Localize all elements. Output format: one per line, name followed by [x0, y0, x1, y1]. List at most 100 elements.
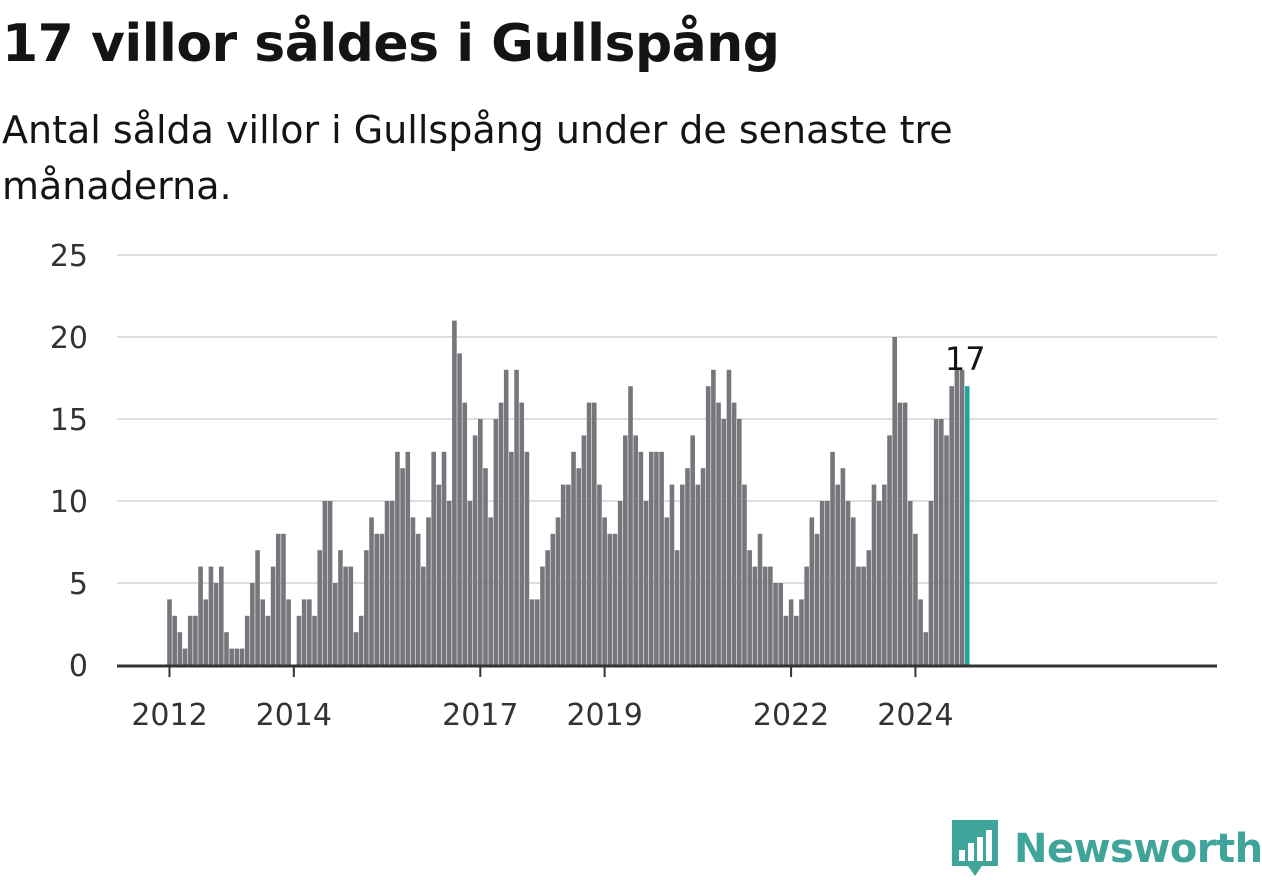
x-tick-label: 2017: [442, 698, 518, 733]
bar: [369, 517, 374, 665]
x-tick-label: 2024: [877, 698, 953, 733]
bar: [426, 517, 431, 665]
bar: [384, 501, 390, 665]
bar: [364, 550, 369, 665]
chart-subtitle: Antal sålda villor i Gullspång under de …: [2, 108, 953, 208]
bar: [949, 386, 954, 665]
bar: [467, 501, 473, 665]
bar: [690, 435, 695, 665]
bar: [389, 501, 395, 665]
bar: [913, 533, 918, 665]
bar: [623, 435, 628, 665]
bar: [597, 484, 602, 665]
bar: [897, 402, 903, 665]
bar: [939, 419, 944, 665]
bar: [664, 517, 670, 665]
bar: [700, 468, 706, 665]
bar: [778, 583, 784, 665]
bar: [773, 583, 778, 665]
bar: [421, 566, 426, 665]
bar: [954, 369, 960, 665]
bar-latest: [964, 386, 970, 665]
bar: [275, 533, 281, 665]
bar: [680, 484, 685, 665]
bar: [674, 550, 680, 665]
bar: [296, 615, 302, 665]
bar: [353, 632, 359, 665]
bar: [918, 599, 923, 665]
bar: [255, 550, 260, 665]
y-tick-label: 20: [50, 321, 88, 356]
bar: [944, 435, 949, 665]
bar: [488, 517, 493, 665]
last-value-label: 17: [945, 340, 986, 378]
bar: [244, 615, 250, 665]
bar: [286, 599, 291, 665]
bar: [478, 419, 483, 665]
bar: [835, 484, 841, 665]
bar: [783, 615, 789, 665]
bar: [840, 468, 846, 665]
bar: [498, 402, 504, 665]
bar: [742, 484, 747, 665]
bar: [607, 533, 613, 665]
bar: [576, 468, 582, 665]
bar: [312, 615, 317, 665]
bar: [198, 566, 203, 665]
bar: [633, 435, 638, 665]
bar: [586, 402, 592, 665]
bar: [322, 501, 328, 665]
bar: [788, 599, 794, 665]
bar: [659, 451, 664, 665]
bar: [462, 402, 468, 665]
bar: [550, 533, 556, 665]
bar: [260, 599, 266, 665]
bar: [628, 386, 633, 665]
bar: [374, 533, 379, 665]
bar: [882, 484, 887, 665]
bar: [933, 419, 939, 665]
bar: [545, 550, 550, 665]
bar: [669, 484, 675, 665]
bar: [213, 583, 219, 665]
bar: [830, 451, 835, 665]
bar: [317, 550, 323, 665]
bar: [612, 533, 618, 665]
bar: [752, 566, 758, 665]
bar: [887, 435, 892, 665]
bars: [167, 320, 970, 665]
bar: [923, 632, 929, 665]
bar: [265, 615, 271, 665]
bar: [400, 468, 405, 665]
bar: [193, 615, 198, 665]
bar: [203, 599, 209, 665]
x-axis: 2012 2014 2017 2019 2022 2024: [117, 664, 1217, 733]
bar: [721, 419, 727, 665]
bar: [654, 451, 659, 665]
bar: [825, 501, 830, 665]
bar: [871, 484, 877, 665]
x-tick-label: 2019: [566, 698, 642, 733]
bar: [338, 550, 343, 665]
bar: [534, 599, 540, 665]
newsworthy-logo: Newsworthy: [950, 818, 1262, 880]
bar: [540, 566, 545, 665]
bar: [472, 435, 478, 665]
bar: [711, 369, 716, 665]
bar: [301, 599, 307, 665]
bar: [850, 517, 856, 665]
bar: [737, 419, 742, 665]
bar: [177, 632, 183, 665]
newsworthy-logo-icon: [952, 820, 998, 876]
bar: [643, 501, 649, 665]
bar: [902, 402, 908, 665]
bar: [959, 369, 965, 665]
bar: [560, 484, 566, 665]
bar: [731, 402, 737, 665]
bar: [861, 566, 866, 665]
bar: [571, 451, 576, 665]
bar: [793, 615, 799, 665]
bar: [405, 451, 411, 665]
bar: [591, 402, 597, 665]
bar: [747, 550, 752, 665]
